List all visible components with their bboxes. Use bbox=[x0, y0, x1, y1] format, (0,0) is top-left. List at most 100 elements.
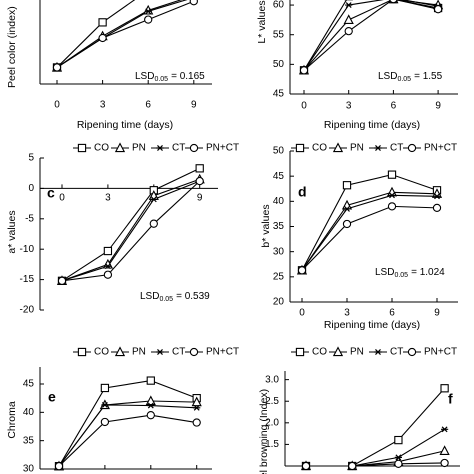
data-point bbox=[101, 402, 109, 408]
y-tick-label: 40 bbox=[273, 196, 285, 207]
legend-marker bbox=[114, 346, 126, 357]
series-line bbox=[56, 0, 183, 68]
data-point bbox=[195, 164, 204, 173]
data-point bbox=[189, 0, 198, 6]
legend-marker bbox=[189, 143, 199, 153]
data-point bbox=[439, 445, 450, 456]
legend-marker bbox=[156, 145, 164, 151]
data-point bbox=[301, 461, 311, 471]
series-line bbox=[56, 0, 195, 68]
lsd-note: LSD0.05 = 1.55 bbox=[378, 71, 443, 83]
series-line bbox=[306, 387, 446, 467]
x-tick-label: 3 bbox=[100, 100, 106, 111]
lsd-value: = 0.165 bbox=[171, 71, 205, 82]
series-line bbox=[301, 174, 438, 271]
x-tick-label: 0 bbox=[59, 193, 65, 204]
y-tick-label: 1.5 bbox=[265, 439, 279, 450]
series-line bbox=[58, 380, 197, 467]
x-tick-label: 0 bbox=[299, 308, 305, 319]
data-point bbox=[387, 202, 397, 211]
series-line bbox=[56, 0, 136, 68]
data-point bbox=[394, 459, 403, 468]
legend-label: CO bbox=[94, 347, 109, 358]
series-line bbox=[61, 167, 200, 282]
lsd-value: = 0.539 bbox=[176, 291, 210, 302]
data-point bbox=[388, 192, 396, 199]
y-tick-label: 25 bbox=[273, 271, 285, 282]
lsd-subscript: 0.05 bbox=[154, 76, 168, 83]
data-point bbox=[103, 270, 113, 279]
y-tick-label: -10 bbox=[20, 244, 35, 255]
y-tick-label: -20 bbox=[20, 305, 35, 316]
data-point bbox=[54, 462, 64, 471]
legend-label: CT bbox=[172, 143, 185, 154]
series-line bbox=[301, 194, 438, 271]
data-point bbox=[433, 5, 443, 14]
data-point bbox=[394, 454, 402, 461]
data-point bbox=[432, 203, 442, 213]
panel-label: e bbox=[48, 389, 56, 405]
x-tick-label: 0 bbox=[54, 100, 60, 111]
y-tick-label: 5 bbox=[28, 153, 34, 164]
data-point bbox=[195, 176, 204, 186]
legend-label: CT bbox=[390, 347, 403, 358]
y-tick-label: 50 bbox=[273, 146, 285, 157]
data-point bbox=[348, 461, 357, 471]
legend-marker bbox=[295, 143, 305, 153]
x-tick-label: 9 bbox=[435, 101, 441, 112]
data-point bbox=[146, 376, 155, 385]
x-tick-label: 0 bbox=[301, 101, 307, 112]
legend-label: CO bbox=[312, 143, 327, 154]
y-tick-label: 30 bbox=[23, 464, 35, 474]
lsd-value: = 1.024 bbox=[411, 267, 445, 278]
data-point bbox=[343, 14, 354, 25]
y-tick-label: 3.0 bbox=[265, 374, 279, 385]
series-line bbox=[306, 428, 445, 467]
y-axis-label: Peel color (index) bbox=[6, 6, 18, 88]
y-tick-label: -5 bbox=[25, 213, 34, 224]
y-tick-label: 50 bbox=[273, 59, 285, 70]
y-tick-label: 30 bbox=[273, 246, 285, 257]
legend-label: CO bbox=[94, 143, 109, 154]
lsd-subscript: 0.05 bbox=[397, 76, 411, 83]
data-point bbox=[147, 402, 155, 409]
y-tick-label: 2.5 bbox=[265, 396, 279, 407]
panel-label: d bbox=[298, 184, 307, 200]
data-point bbox=[441, 426, 449, 433]
panel-label: c bbox=[47, 185, 55, 201]
legend-marker bbox=[77, 347, 87, 357]
series-line bbox=[61, 180, 200, 282]
legend-marker bbox=[189, 347, 199, 357]
series-line bbox=[58, 400, 197, 467]
y-tick-label: 45 bbox=[273, 89, 285, 100]
legend-marker bbox=[295, 347, 305, 357]
data-point bbox=[192, 418, 201, 427]
legend-marker bbox=[114, 142, 126, 153]
series-line bbox=[58, 404, 197, 467]
y-tick-label: -15 bbox=[20, 274, 35, 285]
legend-label: CT bbox=[390, 143, 403, 154]
data-point bbox=[394, 435, 403, 445]
x-axis-label: Ripening time (days) bbox=[324, 119, 420, 131]
y-axis-label: b* values bbox=[260, 204, 272, 247]
data-point bbox=[343, 205, 351, 212]
y-tick-label: 40 bbox=[23, 407, 35, 418]
legend-label: PN bbox=[350, 347, 364, 358]
series-line bbox=[303, 0, 439, 71]
y-axis-label: Peel browning (Index) bbox=[258, 389, 270, 474]
legend-marker bbox=[374, 145, 382, 151]
lsd-subscript: 0.05 bbox=[159, 296, 173, 303]
y-tick-label: 2.0 bbox=[265, 417, 279, 428]
lsd-value: = 1.55 bbox=[414, 71, 443, 82]
lsd-label: LSD bbox=[135, 71, 154, 82]
y-tick-label: 0 bbox=[28, 183, 34, 194]
lsd-note: LSD0.05 = 1.024 bbox=[375, 267, 445, 279]
data-point bbox=[345, 2, 353, 9]
legend-marker bbox=[407, 347, 417, 357]
legend-marker bbox=[374, 349, 382, 355]
y-tick-label: 35 bbox=[23, 435, 35, 446]
x-axis-label: Ripening time (days) bbox=[77, 119, 173, 131]
data-point bbox=[98, 33, 107, 43]
